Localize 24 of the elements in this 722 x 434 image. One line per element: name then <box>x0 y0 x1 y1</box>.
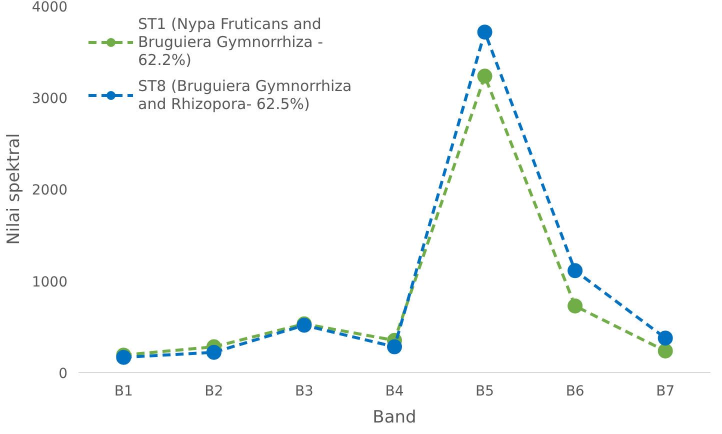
x-axis-title: Band <box>372 408 416 428</box>
y-tick-label: 1000 <box>32 274 68 290</box>
point <box>658 330 673 346</box>
x-tick-label: B3 <box>294 384 314 400</box>
point <box>206 344 222 360</box>
legend-label: ST8 (Bruguiera Gymnorrhiza and Rhizopora- 62.5%) <box>138 77 352 113</box>
legend-label: ST1 (Nypa Fruticans and Bruguiera Gymnorrhiza - 62.2%) <box>138 15 324 69</box>
x-tick-label: B6 <box>566 384 584 400</box>
x-tick-label: B4 <box>385 384 404 400</box>
x-tick-label: B2 <box>204 384 224 400</box>
point <box>477 24 492 40</box>
y-tick-label: 3000 <box>32 90 68 107</box>
y-tick-label: 4000 <box>32 0 68 16</box>
point <box>477 68 492 84</box>
y-axis-title: Nilai spektral <box>4 133 24 245</box>
point <box>568 298 583 314</box>
x-tick-label: B5 <box>476 384 494 400</box>
x-tick-label: B1 <box>114 384 133 400</box>
y-tick-label: 2000 <box>32 182 68 198</box>
point <box>568 263 583 278</box>
y-tick-label: 0 <box>58 366 68 382</box>
x-tick-label: B7 <box>656 384 675 400</box>
point <box>658 343 673 358</box>
point <box>387 339 402 354</box>
